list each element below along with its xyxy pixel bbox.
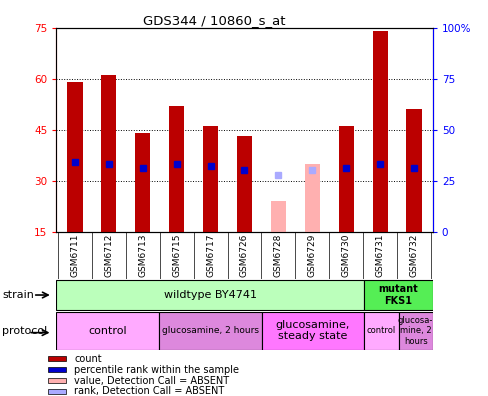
FancyBboxPatch shape [364,312,398,350]
Bar [48,378,65,383]
Bar [406,109,421,232]
Bar [270,201,285,232]
Bar [48,356,65,361]
Bar [48,389,65,394]
Text: control: control [88,326,126,336]
Text: GSM6717: GSM6717 [205,234,215,277]
Text: rank, Detection Call = ABSENT: rank, Detection Call = ABSENT [74,386,224,396]
Bar [48,367,65,372]
Text: glucosamine, 2 hours: glucosamine, 2 hours [162,326,258,335]
Bar [236,137,252,232]
Text: strain: strain [2,290,34,300]
Text: GSM6726: GSM6726 [240,234,248,277]
Text: control: control [366,326,395,335]
Text: GSM6728: GSM6728 [273,234,283,277]
FancyBboxPatch shape [56,312,159,350]
Bar [169,106,184,232]
Bar [203,126,218,232]
Text: glucosamine,
steady state: glucosamine, steady state [275,320,349,341]
Text: wildtype BY4741: wildtype BY4741 [163,290,256,300]
Bar [304,164,319,232]
Bar [101,75,116,232]
Text: GSM6711: GSM6711 [70,234,79,277]
Text: GSM6715: GSM6715 [172,234,181,277]
Text: count: count [74,354,102,364]
Text: GSM6730: GSM6730 [341,234,350,277]
Text: percentile rank within the sample: percentile rank within the sample [74,365,239,375]
FancyBboxPatch shape [398,312,432,350]
FancyBboxPatch shape [364,280,432,310]
Text: mutant
FKS1: mutant FKS1 [378,284,418,306]
Bar [67,82,82,232]
Text: GSM6732: GSM6732 [409,234,418,277]
Text: GSM6712: GSM6712 [104,234,113,277]
FancyBboxPatch shape [56,280,364,310]
Bar [338,126,353,232]
Text: value, Detection Call = ABSENT: value, Detection Call = ABSENT [74,375,229,386]
FancyBboxPatch shape [261,312,364,350]
Text: protocol: protocol [2,326,48,336]
Text: GSM6731: GSM6731 [375,234,384,277]
Text: glucosa-
mine, 2
hours: glucosa- mine, 2 hours [397,316,432,346]
FancyBboxPatch shape [159,312,261,350]
Bar [135,133,150,232]
Text: GSM6713: GSM6713 [138,234,147,277]
Text: GSM6729: GSM6729 [307,234,316,277]
Title: GDS344 / 10860_s_at: GDS344 / 10860_s_at [143,13,285,27]
Bar [372,31,387,232]
